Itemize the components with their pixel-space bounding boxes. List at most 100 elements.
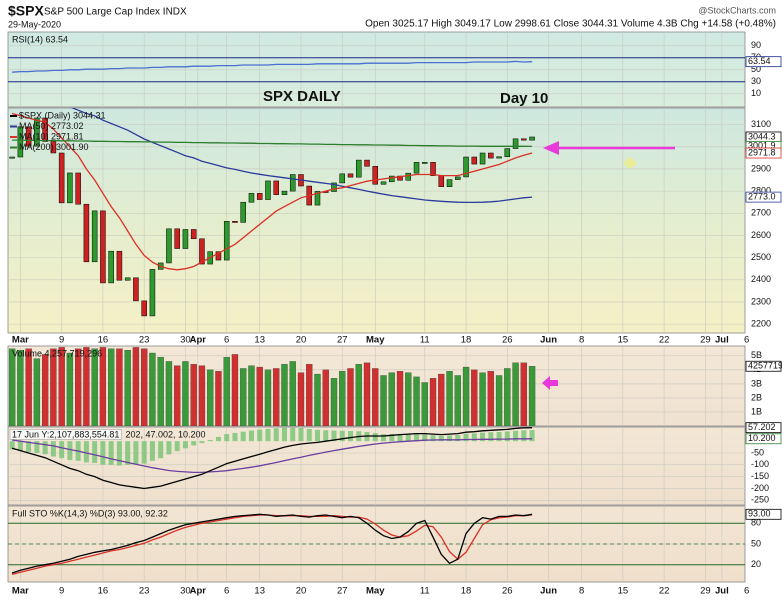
x-tick-label: Jun <box>540 586 557 597</box>
price-bar <box>199 238 205 265</box>
y-tick-label: 2700 <box>751 208 771 218</box>
volume-bar <box>347 368 354 426</box>
volume-bar <box>273 368 280 426</box>
histogram-bar <box>339 430 345 442</box>
axis-marker-label: 4257719 <box>748 361 782 371</box>
x-tick-label: 20 <box>296 335 307 346</box>
histogram-bar <box>191 441 197 446</box>
histogram-bar <box>480 432 486 442</box>
date: 29-May-2020 <box>8 19 61 29</box>
histogram-bar <box>314 429 320 442</box>
panel-title: Volume 4,257,719,296 <box>12 348 102 358</box>
y-tick-label: 80 <box>751 518 761 528</box>
x-tick-label: 29 <box>700 586 711 597</box>
x-tick-label: 26 <box>502 335 513 346</box>
axis-marker-label: 63.54 <box>748 56 771 66</box>
volume-bar <box>58 347 65 426</box>
histogram-bar <box>158 441 164 459</box>
volume-bar <box>256 366 263 426</box>
volume-bar <box>165 361 173 426</box>
histogram-bar <box>438 435 444 442</box>
panel <box>8 108 745 333</box>
volume-bar <box>174 365 181 426</box>
y-tick-label: 30 <box>751 76 761 86</box>
x-tick-label: 20 <box>296 586 307 597</box>
histogram-bar <box>397 434 403 442</box>
price-bar <box>166 228 172 264</box>
volume-bar <box>75 348 82 426</box>
volume-bar <box>91 348 98 426</box>
x-tick-label: Jul <box>715 586 729 597</box>
x-tick-label: May <box>366 335 385 346</box>
price-bar <box>182 229 189 249</box>
y-tick-label: 50 <box>751 64 761 74</box>
x-tick-label: 11 <box>420 335 430 346</box>
histogram-bar <box>496 431 502 442</box>
volume-bar <box>462 366 470 426</box>
price-bar <box>141 300 147 317</box>
volume-bar <box>487 371 494 426</box>
x-tick-label: 15 <box>618 335 629 346</box>
histogram-bar <box>414 434 420 442</box>
histogram-bar <box>323 430 329 442</box>
legend-label: MA(200) 3001.90 <box>19 142 89 152</box>
histogram-bar <box>348 431 354 442</box>
histogram-bar <box>232 432 238 442</box>
price-bar <box>405 172 412 181</box>
price-bar <box>17 126 24 158</box>
y-tick-label: 50 <box>751 538 761 548</box>
legend-label: MA(10) 2971.81 <box>19 131 84 141</box>
series-line <box>11 513 533 574</box>
axis-marker <box>745 508 782 520</box>
histogram-bar <box>42 441 48 455</box>
volume-bar <box>116 348 123 426</box>
volume-bar <box>149 352 156 426</box>
volume-bar <box>141 348 148 426</box>
x-tick-label: Jul <box>715 335 729 346</box>
histogram-bar <box>9 441 15 450</box>
volume-bar <box>306 364 313 426</box>
volume-bar <box>339 371 346 426</box>
volume-bar <box>363 362 371 426</box>
x-tick-label: 9 <box>59 586 64 597</box>
volume-bar <box>124 350 131 426</box>
x-tick-label: 22 <box>659 335 670 346</box>
price-bar <box>512 138 519 149</box>
volume-bar <box>388 372 395 426</box>
histogram-bar <box>248 430 254 442</box>
panel-title: RSI(14) 63.54 <box>12 34 68 44</box>
price-bar <box>339 173 345 184</box>
volume-bar <box>421 382 428 426</box>
price-bar <box>67 172 73 204</box>
volume-bar <box>495 375 503 426</box>
series-line <box>11 427 533 490</box>
volume-bar <box>528 366 536 426</box>
y-tick-label: 2800 <box>751 186 771 196</box>
histogram-bar <box>182 441 188 449</box>
x-tick-label: 9 <box>59 335 64 346</box>
panel-title: Full STO %K(14,3) %D(3) 93.00, 92.32 <box>12 508 168 518</box>
price-bar <box>422 162 428 164</box>
x-tick-label: 27 <box>337 335 348 346</box>
histogram-bar <box>381 434 387 442</box>
axis-marker-label: 57.202 <box>748 422 776 432</box>
y-tick-label: -200 <box>751 483 769 493</box>
y-tick-label: 20 <box>751 559 761 569</box>
x-tick-label: Mar <box>12 335 29 346</box>
volume-bar <box>190 364 197 426</box>
volume-bar <box>240 368 247 426</box>
price-bar <box>34 117 40 147</box>
histogram-bar <box>207 440 213 442</box>
price-bar <box>240 201 246 223</box>
x-tick-label: 13 <box>254 586 265 597</box>
x-tick-label: Jun <box>540 335 557 346</box>
price-bar <box>133 277 139 302</box>
volume-bar <box>83 347 90 426</box>
price-bar <box>232 221 238 223</box>
price-bar <box>91 210 98 263</box>
volume-bar <box>405 372 412 426</box>
y-tick-label: 2900 <box>751 163 771 173</box>
x-tick-label: 29 <box>700 335 711 346</box>
index-name: S&P 500 Large Cap Index INDX <box>44 7 187 18</box>
